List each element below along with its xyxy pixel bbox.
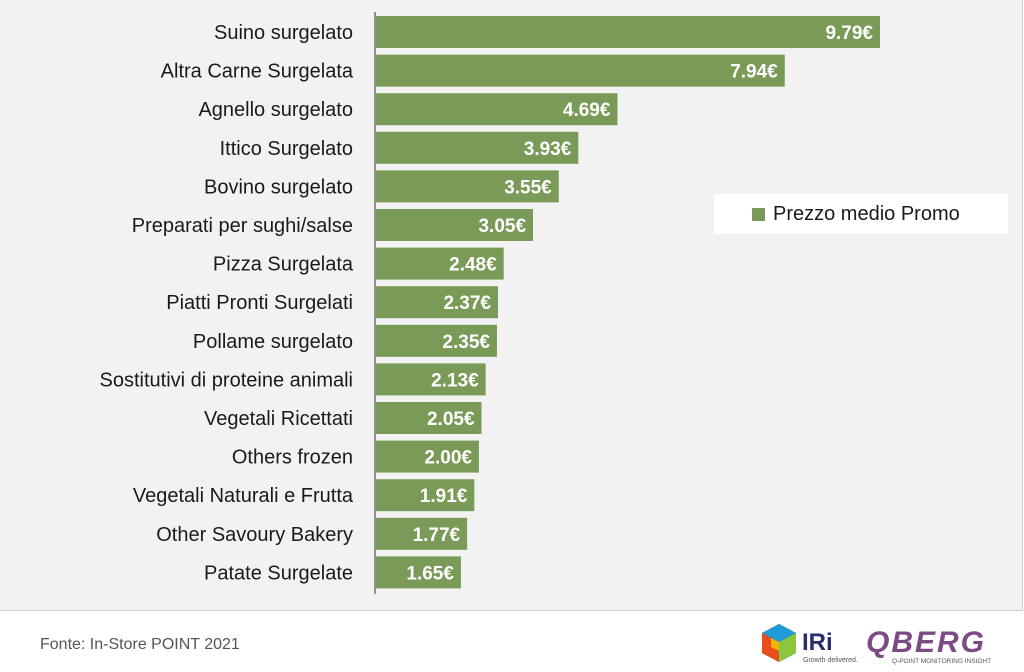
category-label: Preparati per sughi/salse [132,215,353,237]
bar-8 [376,324,497,357]
bar-13 [376,517,468,550]
legend: Prezzo medio Promo [714,194,1008,234]
qberg-logo-tagline: Q-POINT MONITORING INSIGHT [892,658,991,665]
value-label: 3.55€ [504,177,552,198]
category-label: Ittico Surgelato [220,138,353,160]
bar-9 [376,363,486,396]
category-label: Altra Carne Surgelata [161,61,354,83]
value-label: 2.48€ [449,255,497,276]
value-label: 2.13€ [431,370,479,391]
value-label: 2.00€ [424,448,472,469]
bar-10 [376,402,482,434]
category-label: Bovino surgelato [204,176,353,198]
legend-label: Prezzo medio Promo [773,202,960,225]
iri-logo-tagline: Growth delivered. [803,657,858,664]
bar-chart: Suino surgelato 9.79€ Altra Carne Surgelat… [100,12,880,594]
value-label: 1.77€ [413,525,461,546]
bar-0 [376,16,880,48]
category-label: Other Savoury Bakery [156,524,353,546]
bar-3 [376,131,579,164]
category-label: Others frozen [232,447,353,469]
legend-swatch [752,207,765,221]
value-label: 1.65€ [406,563,454,584]
bar-11 [376,440,479,473]
value-label: 2.37€ [443,293,491,314]
category-label: Vegetali Naturali e Frutta [133,485,354,507]
value-label: 3.05€ [478,216,526,237]
category-label: Agnello surgelato [198,99,353,121]
value-label: 9.79€ [825,23,873,44]
category-label: Patate Surgelate [204,562,353,584]
category-label: Piatti Pronti Surgelati [166,292,353,314]
iri-logo-icon [762,624,796,662]
qberg-logo-text: QBERG [866,626,986,659]
value-label: 1.91€ [420,486,468,507]
bar-6 [376,247,504,280]
logos: IRi Growth delivered. QBERG Q-POINT MONI… [762,624,991,665]
category-label: Suino surgelato [214,22,353,44]
bar-5 [376,209,534,241]
source-note: Fonte: In-Store POINT 2021 [40,636,240,653]
bar-7 [376,286,499,319]
value-label: 2.35€ [442,332,490,353]
category-label: Pizza Surgelata [213,254,354,276]
bar-12 [376,479,475,512]
chart-panel: Suino surgelato 9.79€ Altra Carne Surgelat… [0,0,1023,611]
category-label: Sostitutivi di proteine animali [100,369,353,391]
value-label: 2.05€ [427,409,475,430]
category-label: Pollame surgelato [193,331,353,353]
bar-14 [376,556,461,589]
value-label: 4.69€ [563,100,611,121]
bar-2 [376,93,618,126]
bar-1 [376,54,785,87]
value-label: 3.93€ [524,139,572,160]
iri-logo-text: IRi [802,629,833,656]
value-label: 7.94€ [730,62,778,83]
bar-4 [376,170,559,203]
category-label: Vegetali Ricettati [204,408,353,430]
